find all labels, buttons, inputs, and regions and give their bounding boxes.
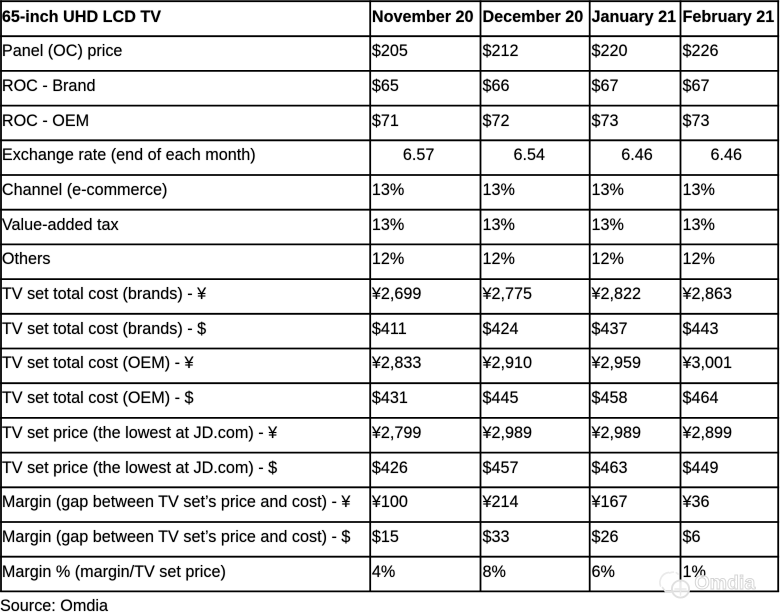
svg-text:Omdia: Omdia [695, 572, 756, 594]
